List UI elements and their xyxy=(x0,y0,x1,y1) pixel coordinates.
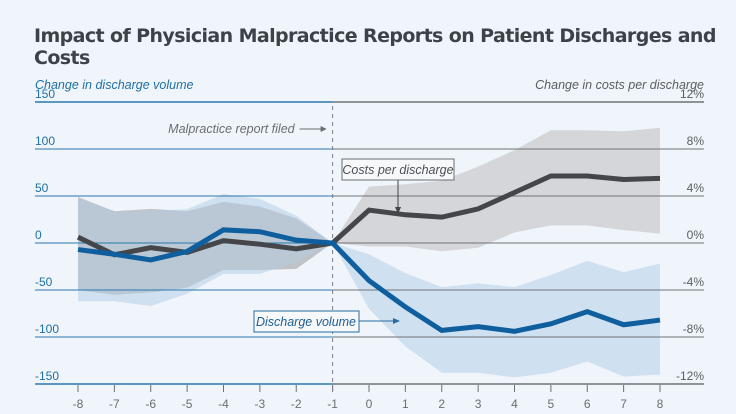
left-tick-label: 50 xyxy=(35,181,49,195)
x-tick-label: 5 xyxy=(548,397,555,411)
left-axis-title: Change in discharge volume xyxy=(35,78,193,92)
x-tick-label: 6 xyxy=(584,397,591,411)
annotations: Malpractice report filed Costs per discha… xyxy=(168,122,455,333)
left-tick-label: 0 xyxy=(35,228,42,242)
right-tick-label: -8% xyxy=(683,322,705,336)
x-tick-label: 2 xyxy=(438,397,445,411)
costs-per-discharge-line xyxy=(76,173,661,258)
gridlines xyxy=(35,101,704,392)
right-tick-label: 4% xyxy=(687,181,705,195)
right-tick-label: -12% xyxy=(676,369,704,383)
left-tick-label: 150 xyxy=(35,87,55,101)
x-tick-label: 3 xyxy=(475,397,482,411)
x-tick-label: 1 xyxy=(402,397,409,411)
event-marker-arrowhead xyxy=(320,126,327,132)
discharge-volume-line xyxy=(77,227,661,334)
x-tick-label: -1 xyxy=(327,397,338,411)
left-tick-label: 100 xyxy=(35,134,55,148)
costs-annotation-arrowhead xyxy=(395,207,401,214)
x-tick-label: -7 xyxy=(109,397,120,411)
series-lines xyxy=(76,173,661,334)
costs-annotation-label: Costs per discharge xyxy=(342,163,453,177)
discharge-annotation-arrowhead xyxy=(393,318,400,324)
event-marker-label: Malpractice report filed xyxy=(168,122,295,136)
right-tick-label: 8% xyxy=(687,134,705,148)
left-tick-label: -100 xyxy=(35,322,59,336)
left-tick-label: -150 xyxy=(35,369,59,383)
x-tick-label: -5 xyxy=(182,397,193,411)
left-tick-label: -50 xyxy=(35,275,53,289)
x-tick-label: -6 xyxy=(145,397,156,411)
x-tick-label: -4 xyxy=(218,397,229,411)
x-tick-label: -8 xyxy=(73,397,84,411)
axis-labels: -8 -7 -6 -5 -4 -3 -2 -1 0 1 2 3 4 5 6 7 8 150 100 50 0 -50 -10… xyxy=(35,78,704,411)
x-tick-label: -3 xyxy=(255,397,266,411)
x-tick-label: -2 xyxy=(291,397,302,411)
right-tick-label: 12% xyxy=(680,87,704,101)
chart-title: Impact of Physician Malpractice Reports … xyxy=(34,25,716,69)
discharge-annotation-label: Discharge volume xyxy=(256,315,356,329)
right-tick-label: 0% xyxy=(687,228,705,242)
right-tick-label: -4% xyxy=(683,275,705,289)
right-axis-title: Change in costs per discharge xyxy=(535,78,704,92)
x-tick-label: 8 xyxy=(657,397,664,411)
x-tick-label: 0 xyxy=(366,397,373,411)
x-tick-label: 4 xyxy=(511,397,518,411)
x-tick-label: 7 xyxy=(620,397,627,411)
